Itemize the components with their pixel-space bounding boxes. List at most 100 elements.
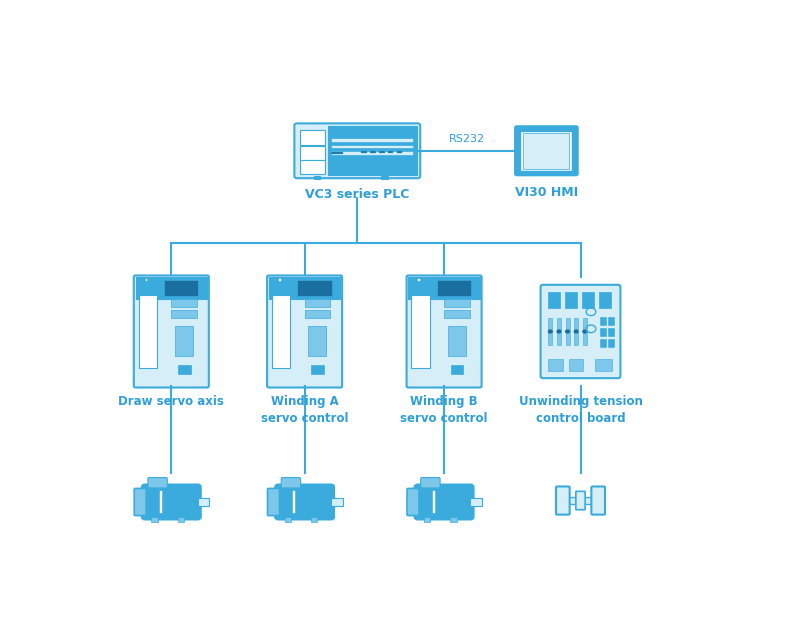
Bar: [582, 318, 587, 345]
Bar: [558, 497, 604, 504]
Bar: [136, 277, 207, 299]
Bar: [411, 295, 430, 367]
Bar: [151, 517, 158, 522]
Bar: [305, 299, 330, 307]
Bar: [370, 151, 376, 153]
FancyBboxPatch shape: [134, 488, 146, 515]
Circle shape: [557, 330, 561, 333]
Text: Winding B
servo control: Winding B servo control: [400, 395, 488, 425]
Bar: [279, 278, 281, 281]
Circle shape: [574, 330, 578, 333]
FancyBboxPatch shape: [148, 478, 167, 488]
Bar: [566, 318, 570, 345]
Bar: [600, 317, 606, 325]
Text: RS232: RS232: [450, 134, 486, 144]
Bar: [331, 139, 413, 142]
Bar: [300, 146, 326, 160]
Bar: [595, 359, 612, 371]
FancyBboxPatch shape: [142, 484, 201, 520]
Bar: [388, 151, 394, 153]
Circle shape: [549, 330, 552, 333]
Bar: [293, 491, 295, 513]
FancyBboxPatch shape: [407, 488, 419, 515]
Bar: [470, 498, 482, 506]
Bar: [523, 133, 570, 169]
FancyBboxPatch shape: [414, 484, 474, 520]
FancyBboxPatch shape: [515, 126, 578, 175]
Bar: [331, 498, 342, 506]
Bar: [409, 277, 480, 299]
Bar: [160, 491, 162, 513]
Bar: [600, 328, 606, 336]
Bar: [437, 280, 471, 296]
FancyBboxPatch shape: [541, 285, 621, 378]
Bar: [314, 176, 321, 178]
Bar: [178, 517, 184, 522]
Bar: [331, 152, 342, 154]
FancyBboxPatch shape: [282, 478, 301, 488]
Bar: [311, 365, 324, 374]
Bar: [305, 310, 330, 318]
Text: Unwinding tension
control board: Unwinding tension control board: [518, 395, 642, 425]
Bar: [608, 317, 614, 325]
Bar: [557, 318, 561, 345]
Bar: [521, 130, 572, 171]
Bar: [444, 310, 470, 318]
Bar: [331, 145, 413, 148]
Text: Draw servo axis: Draw servo axis: [118, 395, 224, 408]
Bar: [178, 365, 190, 374]
Bar: [164, 280, 198, 296]
Bar: [574, 318, 578, 345]
Bar: [450, 517, 457, 522]
Bar: [379, 151, 385, 153]
Bar: [300, 130, 326, 145]
FancyBboxPatch shape: [556, 486, 570, 515]
FancyBboxPatch shape: [134, 275, 209, 387]
Bar: [608, 328, 614, 336]
Bar: [311, 517, 318, 522]
Bar: [146, 278, 147, 281]
Bar: [444, 299, 470, 307]
FancyBboxPatch shape: [294, 123, 420, 178]
Bar: [300, 160, 326, 175]
Bar: [418, 278, 420, 281]
FancyBboxPatch shape: [267, 488, 279, 515]
Bar: [424, 517, 430, 522]
Bar: [450, 365, 463, 374]
Circle shape: [583, 330, 586, 333]
Bar: [448, 326, 466, 355]
Bar: [362, 151, 366, 153]
Bar: [138, 295, 157, 367]
FancyBboxPatch shape: [591, 486, 605, 515]
Text: VC3 series PLC: VC3 series PLC: [305, 188, 410, 202]
Bar: [175, 326, 193, 355]
Bar: [285, 517, 291, 522]
Bar: [171, 310, 197, 318]
Bar: [569, 359, 583, 371]
Bar: [171, 299, 197, 307]
Bar: [328, 126, 417, 176]
FancyBboxPatch shape: [275, 484, 334, 520]
Bar: [548, 318, 553, 345]
Text: Winding A
servo control: Winding A servo control: [261, 395, 348, 425]
Bar: [582, 292, 594, 308]
Bar: [309, 326, 326, 355]
Bar: [608, 339, 614, 346]
Circle shape: [566, 330, 570, 333]
Bar: [547, 359, 562, 371]
Bar: [382, 176, 388, 178]
Bar: [397, 151, 402, 153]
FancyBboxPatch shape: [421, 478, 440, 488]
FancyBboxPatch shape: [267, 275, 342, 387]
Bar: [600, 339, 606, 346]
FancyBboxPatch shape: [576, 491, 585, 510]
Bar: [331, 151, 413, 155]
Bar: [599, 292, 611, 308]
Bar: [272, 295, 290, 367]
Bar: [565, 292, 577, 308]
FancyBboxPatch shape: [406, 275, 482, 387]
Text: VI30 HMI: VI30 HMI: [515, 186, 578, 199]
Bar: [547, 292, 559, 308]
Bar: [433, 491, 434, 513]
Bar: [298, 280, 332, 296]
